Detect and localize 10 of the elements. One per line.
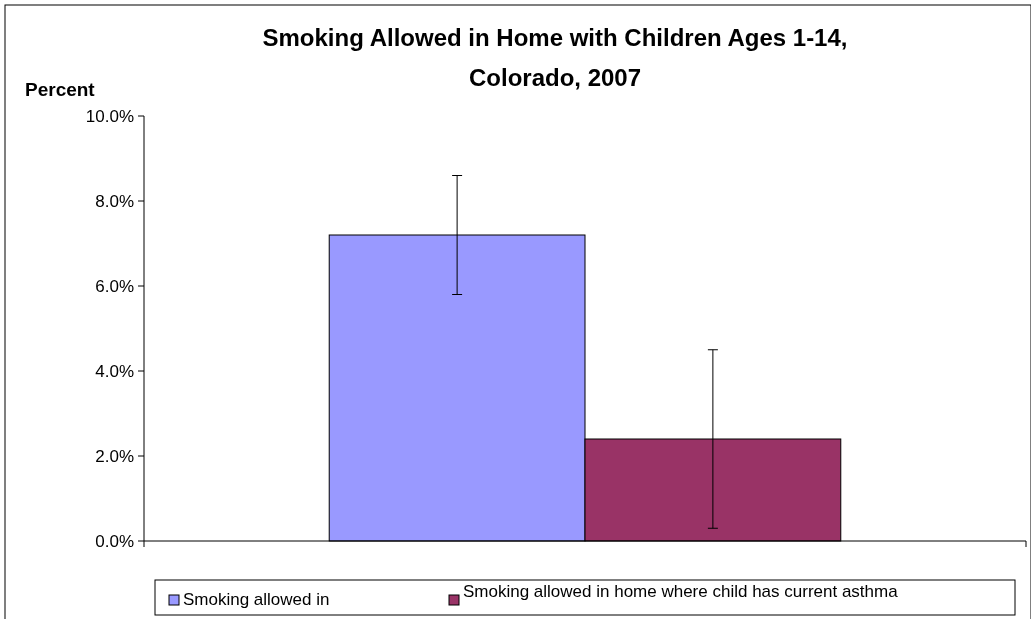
y-tick-label: 4.0% bbox=[95, 362, 134, 381]
legend-label: Smoking allowed in bbox=[183, 590, 330, 609]
y-tick-label: 10.0% bbox=[85, 107, 134, 126]
y-tick-label: 2.0% bbox=[95, 447, 134, 466]
y-axis-title: Percent bbox=[25, 79, 96, 100]
y-tick-label: 6.0% bbox=[95, 277, 134, 296]
legend-label: Smoking allowed in home where child has current asthma bbox=[463, 582, 899, 601]
y-tick-label: 8.0% bbox=[95, 192, 134, 211]
y-tick-label: 0.0% bbox=[95, 532, 134, 551]
chart-title: Smoking Allowed in Home with Children Ages 1-14, Colorado, 2007 bbox=[262, 24, 848, 91]
